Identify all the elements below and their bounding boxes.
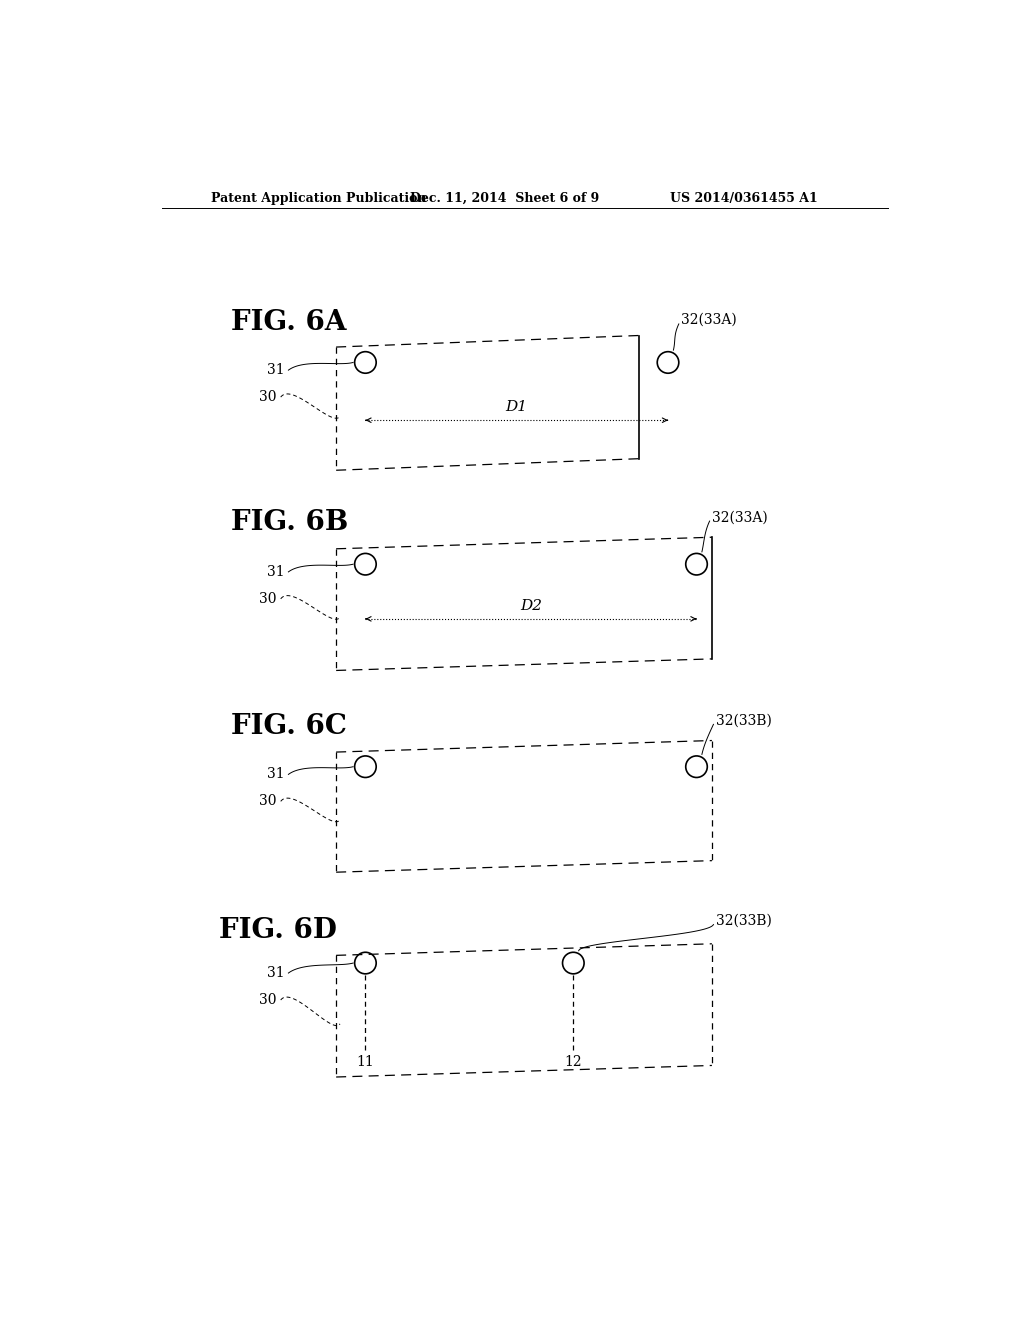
Text: D1: D1 xyxy=(506,400,527,414)
Text: FIG. 6D: FIG. 6D xyxy=(219,917,337,944)
Text: 32(33A): 32(33A) xyxy=(681,313,737,327)
Text: 30: 30 xyxy=(259,795,276,808)
Text: 31: 31 xyxy=(267,966,285,979)
Text: 32(33B): 32(33B) xyxy=(716,913,772,928)
Text: Dec. 11, 2014  Sheet 6 of 9: Dec. 11, 2014 Sheet 6 of 9 xyxy=(410,191,599,205)
Text: 30: 30 xyxy=(259,391,276,404)
Text: 12: 12 xyxy=(564,1056,582,1069)
Text: 30: 30 xyxy=(259,591,276,606)
Text: D2: D2 xyxy=(520,599,542,612)
Text: FIG. 6C: FIG. 6C xyxy=(230,713,346,739)
Text: 32(33B): 32(33B) xyxy=(716,714,772,727)
Text: 31: 31 xyxy=(267,363,285,378)
Text: 30: 30 xyxy=(259,993,276,1007)
Text: 31: 31 xyxy=(267,767,285,781)
Text: FIG. 6B: FIG. 6B xyxy=(230,508,348,536)
Text: 32(33A): 32(33A) xyxy=(712,511,768,524)
Text: 11: 11 xyxy=(356,1056,375,1069)
Text: Patent Application Publication: Patent Application Publication xyxy=(211,191,427,205)
Text: FIG. 6A: FIG. 6A xyxy=(230,309,346,335)
Text: US 2014/0361455 A1: US 2014/0361455 A1 xyxy=(670,191,817,205)
Text: 31: 31 xyxy=(267,565,285,579)
